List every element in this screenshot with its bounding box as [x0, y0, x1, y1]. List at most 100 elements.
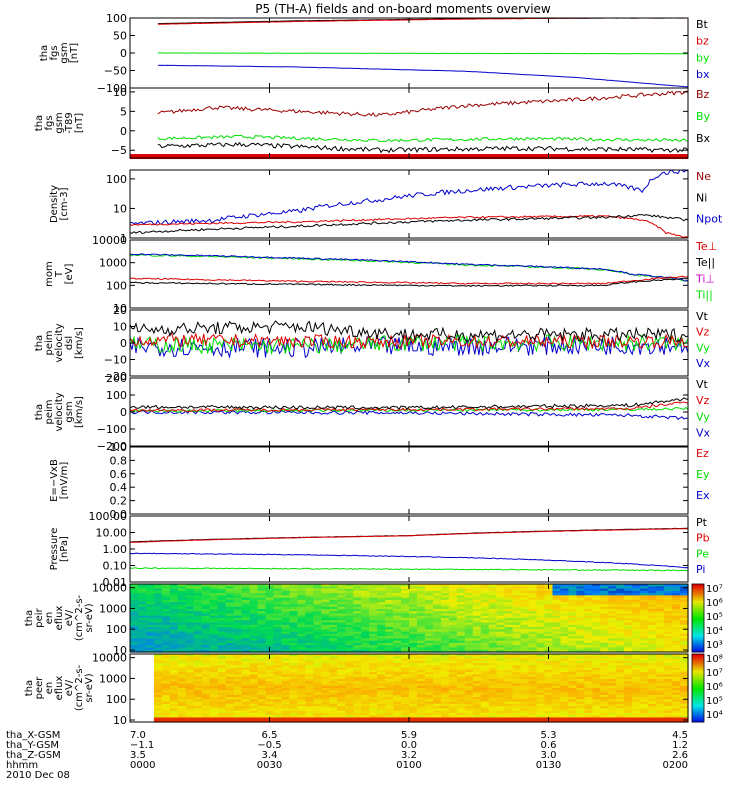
- heatmap-cell: [169, 620, 179, 624]
- heatmap-cell: [177, 719, 187, 723]
- heatmap-cell: [409, 638, 418, 642]
- heatmap-cell: [576, 683, 585, 687]
- heatmap-cell: [496, 669, 506, 673]
- heatmap-cell: [632, 699, 641, 703]
- heatmap-cell: [552, 633, 562, 637]
- heatmap-cell: [568, 656, 577, 660]
- heatmap-cell: [608, 595, 617, 599]
- heatmap-cell: [233, 701, 243, 705]
- heatmap-cell: [456, 654, 466, 657]
- heatmap-cell: [560, 681, 570, 685]
- heatmap-cell: [361, 701, 370, 705]
- heatmap-cell: [225, 615, 235, 619]
- heatmap-cell: [257, 631, 267, 635]
- heatmap-cell: [504, 688, 514, 691]
- heatmap-cell: [600, 642, 609, 646]
- heatmap-cell: [193, 640, 203, 644]
- heatmap-cell: [233, 663, 243, 666]
- heatmap-cell: [520, 590, 530, 594]
- heatmap-cell: [217, 681, 227, 685]
- heatmap-cell: [552, 710, 562, 714]
- heatmap-cell: [130, 624, 139, 628]
- heatmap-cell: [209, 665, 219, 669]
- heatmap-cell: [265, 602, 275, 605]
- heatmap-cell: [401, 642, 410, 646]
- heatmap-cell: [297, 595, 306, 599]
- heatmap-cell: [377, 688, 386, 691]
- heatmap-cell: [329, 631, 338, 635]
- heatmap-cell: [185, 593, 195, 596]
- heatmap-cell: [233, 667, 243, 671]
- heatmap-cell: [273, 663, 283, 666]
- y-tick-label: 0.6: [110, 468, 128, 481]
- heatmap-cell: [201, 701, 211, 705]
- heatmap-cell: [664, 665, 673, 669]
- heatmap-cell: [424, 660, 434, 664]
- heatmap-cell: [448, 593, 458, 596]
- heatmap-cell: [584, 663, 593, 666]
- heatmap-cell: [424, 590, 434, 594]
- heatmap-cell: [624, 703, 633, 707]
- heatmap-cell: [664, 640, 673, 644]
- heatmap-cell: [130, 672, 139, 675]
- heatmap-cell: [520, 599, 530, 603]
- heatmap-cell: [488, 658, 498, 662]
- heatmap-cell: [297, 683, 306, 687]
- heatmap-cell: [680, 597, 689, 601]
- heatmap-cell: [313, 669, 322, 673]
- heatmap-cell: [528, 690, 538, 694]
- heatmap-cell: [201, 638, 211, 642]
- heatmap-cell: [385, 629, 394, 633]
- heatmap-cell: [281, 631, 291, 635]
- heatmap-cell: [305, 706, 314, 709]
- heatmap-cell: [520, 678, 530, 682]
- heatmap-cell: [393, 631, 402, 635]
- heatmap-cell: [424, 602, 434, 605]
- heatmap-cell: [161, 608, 171, 612]
- heatmap-cell: [241, 602, 251, 605]
- heatmap-cell: [616, 665, 625, 669]
- heatmap-cell: [409, 620, 418, 624]
- heatmap-cell: [496, 672, 506, 675]
- heatmap-cell: [472, 699, 482, 703]
- heatmap-cell: [161, 690, 171, 694]
- heatmap-cell: [632, 694, 641, 698]
- heatmap-cell: [512, 624, 522, 628]
- heatmap-cell: [672, 638, 681, 642]
- heatmap-cell: [672, 688, 681, 691]
- heatmap-cell: [552, 615, 562, 619]
- heatmap-cell: [448, 629, 458, 633]
- heatmap-cell: [313, 631, 322, 635]
- heatmap-cell: [177, 699, 187, 703]
- heatmap-cell: [416, 624, 426, 628]
- heatmap-cell: [536, 608, 546, 612]
- heatmap-cell: [145, 699, 155, 703]
- series-Npot: [129, 169, 689, 226]
- heatmap-cell: [600, 717, 609, 721]
- heatmap-cell: [552, 665, 562, 669]
- heatmap-cell: [424, 613, 434, 617]
- legend-Ne: Ne: [696, 170, 711, 183]
- heatmap-cell: [616, 595, 625, 599]
- heatmap-cell: [664, 660, 673, 664]
- heatmap-cell: [161, 604, 171, 608]
- heatmap-cell: [329, 665, 338, 669]
- heatmap-cell: [536, 620, 546, 624]
- heatmap-cell: [608, 638, 617, 642]
- y-tick-label: 10000: [92, 582, 127, 595]
- heatmap-cell: [353, 667, 362, 671]
- heatmap-cell: [361, 706, 370, 709]
- heatmap-cell: [664, 597, 673, 601]
- heatmap-cell: [512, 667, 522, 671]
- heatmap-cell: [193, 629, 203, 633]
- heatmap-cell: [345, 593, 354, 596]
- heatmap-cell: [456, 638, 466, 642]
- heatmap-cell: [648, 690, 657, 694]
- heatmap-cell: [265, 638, 275, 642]
- heatmap-cell: [592, 640, 601, 644]
- heatmap-cell: [153, 642, 163, 646]
- heatmap-cell: [241, 688, 251, 691]
- heatmap-cell: [249, 633, 259, 637]
- heatmap-cell: [440, 669, 450, 673]
- heatmap-cell: [544, 706, 554, 709]
